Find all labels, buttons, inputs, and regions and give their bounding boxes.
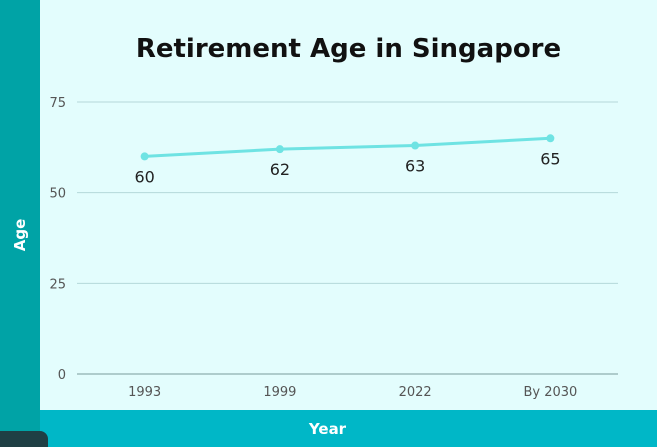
x-axis-band xyxy=(40,410,657,447)
data-label: 65 xyxy=(540,149,560,168)
data-label: 63 xyxy=(405,157,425,176)
series-line xyxy=(144,136,551,158)
x-axis-label: Year xyxy=(308,420,347,438)
data-point xyxy=(275,145,284,154)
y-tick-label: 25 xyxy=(49,277,66,292)
x-tick-label: 2022 xyxy=(399,385,432,400)
y-tick-label: 50 xyxy=(49,187,66,202)
data-point xyxy=(546,134,555,143)
data-point xyxy=(411,141,420,150)
y-tick-label: 0 xyxy=(58,368,66,383)
x-tick-label: 1993 xyxy=(128,385,161,400)
data-label: 62 xyxy=(270,160,290,179)
data-point xyxy=(140,152,149,161)
data-label: 60 xyxy=(134,167,154,186)
chart-title: Retirement Age in Singapore xyxy=(135,34,562,64)
corner-tab xyxy=(0,431,48,447)
y-tick-label: 75 xyxy=(49,96,66,111)
x-tick-label: By 2030 xyxy=(523,385,577,400)
y-axis-band xyxy=(0,0,40,447)
x-tick-label: 1999 xyxy=(263,385,296,400)
